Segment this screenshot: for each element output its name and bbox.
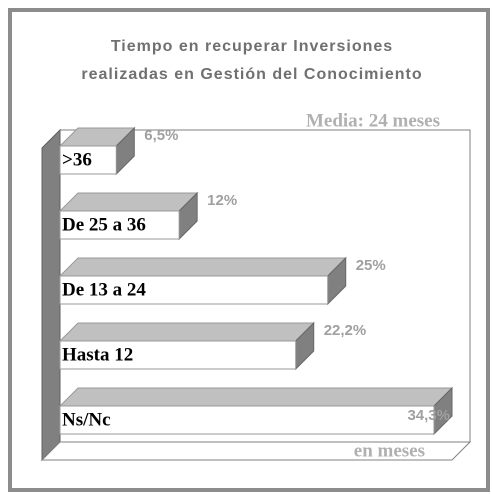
chart-title: Tiempo en recuperar Inversiones [111, 38, 393, 55]
bar-top [58, 192, 199, 212]
bar [59, 340, 297, 370]
bar-top [58, 387, 454, 407]
annotation: Media: 24 meses [306, 110, 440, 131]
bar [59, 275, 329, 305]
category-label: De 13 a 24 [62, 279, 146, 300]
value-label: 6,5% [144, 127, 178, 144]
category-label: De 25 a 36 [62, 214, 146, 235]
bar-top [58, 322, 315, 342]
bar [59, 145, 117, 175]
value-label: 12% [207, 192, 237, 209]
category-label: >36 [62, 149, 92, 170]
value-label: 25% [356, 257, 386, 274]
x-axis-label: en meses [354, 440, 425, 461]
category-label: Hasta 12 [62, 344, 133, 365]
floor [40, 441, 472, 461]
value-label: 22,2% [324, 322, 367, 339]
bar [59, 405, 435, 435]
bar [59, 210, 180, 240]
bar-top [58, 257, 347, 277]
side-wall [41, 128, 61, 462]
value-label: 34,3% [407, 407, 450, 424]
chart-title: realizadas en Gestión del Conocimiento [81, 66, 422, 83]
category-label: Ns/Nc [62, 409, 111, 430]
